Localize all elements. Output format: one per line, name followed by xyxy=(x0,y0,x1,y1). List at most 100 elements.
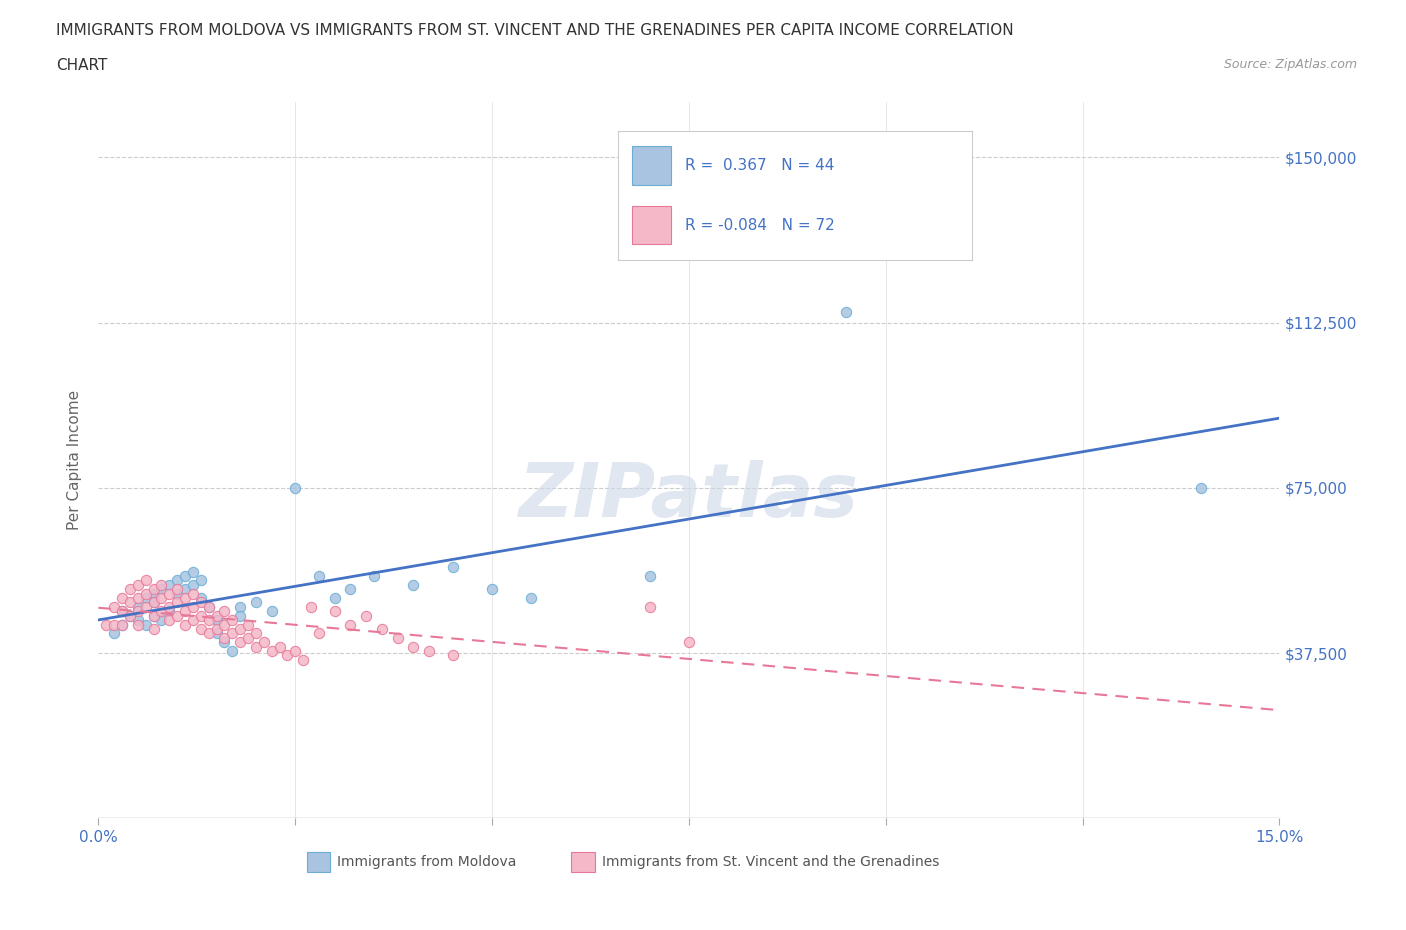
Point xyxy=(221,644,243,658)
Point xyxy=(197,626,219,641)
Point xyxy=(197,600,219,615)
Point xyxy=(150,604,173,618)
Point xyxy=(135,600,157,615)
Point xyxy=(308,626,330,641)
Point xyxy=(236,618,259,632)
Point xyxy=(135,586,157,601)
Point xyxy=(157,586,180,601)
Point xyxy=(150,613,173,628)
Point xyxy=(181,613,204,628)
Point xyxy=(111,591,134,605)
Point xyxy=(157,613,180,628)
Point xyxy=(402,578,425,592)
Point xyxy=(111,604,134,618)
Point xyxy=(111,604,134,618)
Point xyxy=(181,578,204,592)
Point xyxy=(354,608,377,623)
Y-axis label: Per Capita Income: Per Capita Income xyxy=(67,391,83,530)
Point xyxy=(299,600,322,615)
Point xyxy=(127,600,149,615)
Point xyxy=(214,618,236,632)
Point xyxy=(221,626,243,641)
Point xyxy=(166,586,188,601)
Point xyxy=(229,621,252,636)
Point xyxy=(142,595,165,610)
Point xyxy=(260,604,283,618)
Point xyxy=(142,621,165,636)
Point xyxy=(678,634,700,649)
Point xyxy=(190,591,212,605)
Point xyxy=(205,626,228,641)
Point xyxy=(835,304,858,319)
Point xyxy=(197,613,219,628)
Point xyxy=(127,591,149,605)
Point xyxy=(387,631,409,645)
Point xyxy=(103,626,125,641)
Point xyxy=(292,652,315,667)
Point xyxy=(142,608,165,623)
Point xyxy=(308,568,330,583)
Point xyxy=(181,565,204,579)
Point xyxy=(371,621,394,636)
Point xyxy=(174,591,197,605)
Text: Immigrants from Moldova: Immigrants from Moldova xyxy=(337,855,517,870)
Point xyxy=(323,604,346,618)
Point xyxy=(150,578,173,592)
Point xyxy=(284,481,307,496)
Point xyxy=(441,560,464,575)
Point xyxy=(118,608,141,623)
Point xyxy=(418,644,440,658)
Point xyxy=(229,634,252,649)
Point xyxy=(205,621,228,636)
Point xyxy=(638,568,661,583)
Point xyxy=(229,600,252,615)
Point xyxy=(142,582,165,597)
Point xyxy=(157,578,180,592)
Text: CHART: CHART xyxy=(56,58,108,73)
Text: Immigrants from St. Vincent and the Grenadines: Immigrants from St. Vincent and the Gren… xyxy=(602,855,939,870)
Point xyxy=(221,613,243,628)
Point xyxy=(214,604,236,618)
Point xyxy=(1189,481,1212,496)
Point xyxy=(166,608,188,623)
Point xyxy=(127,604,149,618)
Point xyxy=(150,582,173,597)
Point xyxy=(103,618,125,632)
Point xyxy=(245,595,267,610)
Point xyxy=(214,631,236,645)
Point xyxy=(103,600,125,615)
Point xyxy=(245,626,267,641)
Point xyxy=(118,608,141,623)
Point xyxy=(157,604,180,618)
Point xyxy=(214,634,236,649)
Point xyxy=(323,591,346,605)
Point xyxy=(205,608,228,623)
Point xyxy=(190,621,212,636)
Point xyxy=(339,582,361,597)
Point xyxy=(111,618,134,632)
Point xyxy=(135,573,157,588)
Point xyxy=(118,582,141,597)
Point xyxy=(174,582,197,597)
Point xyxy=(520,591,543,605)
Point xyxy=(166,595,188,610)
Point xyxy=(166,582,188,597)
Point xyxy=(245,639,267,654)
Text: ZIPatlas: ZIPatlas xyxy=(519,459,859,533)
Point xyxy=(269,639,291,654)
Point xyxy=(174,618,197,632)
Point xyxy=(260,644,283,658)
Point xyxy=(127,613,149,628)
Point xyxy=(174,604,197,618)
Point xyxy=(236,631,259,645)
Point xyxy=(481,582,503,597)
Point xyxy=(174,568,197,583)
Point xyxy=(253,634,276,649)
Point xyxy=(441,648,464,663)
Point xyxy=(142,608,165,623)
Point xyxy=(127,578,149,592)
Point xyxy=(135,591,157,605)
Point xyxy=(181,586,204,601)
Text: IMMIGRANTS FROM MOLDOVA VS IMMIGRANTS FROM ST. VINCENT AND THE GRENADINES PER CA: IMMIGRANTS FROM MOLDOVA VS IMMIGRANTS FR… xyxy=(56,23,1014,38)
Point xyxy=(205,613,228,628)
